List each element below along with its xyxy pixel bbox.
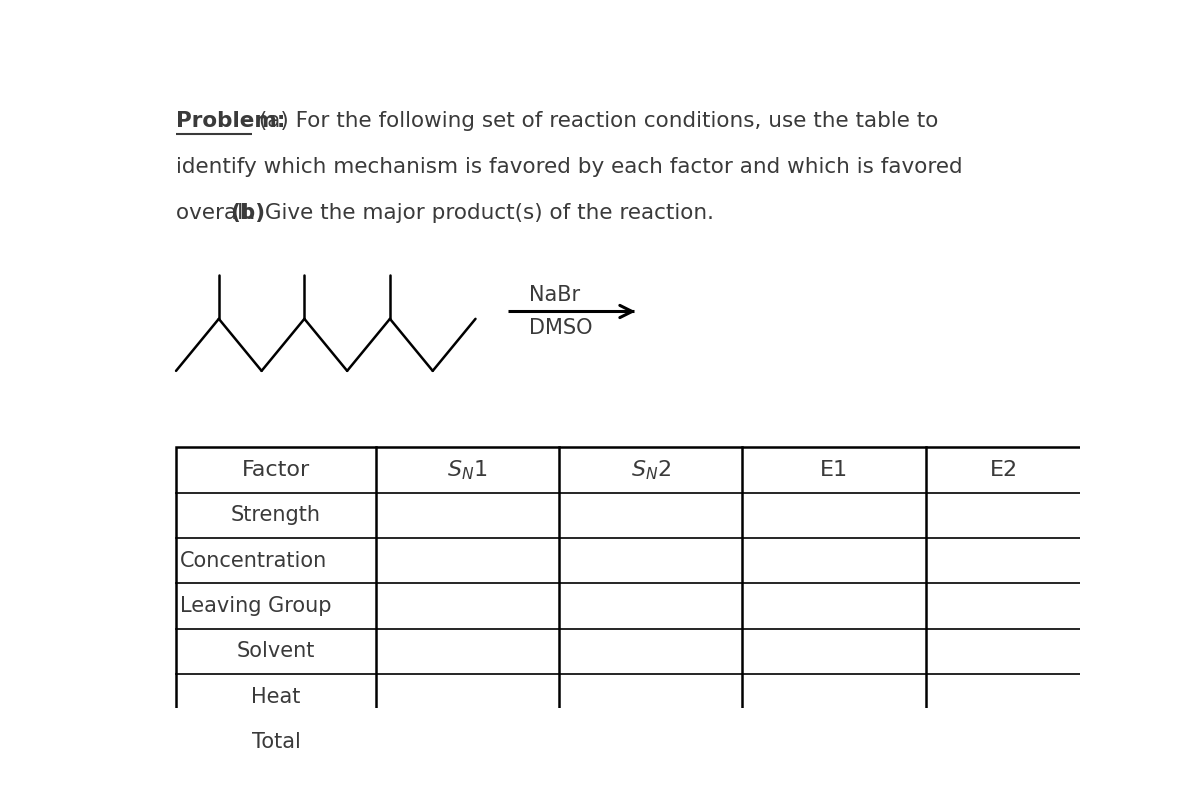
Text: E1: E1 — [820, 460, 848, 480]
Text: DMSO: DMSO — [529, 318, 593, 338]
Text: NaBr: NaBr — [529, 285, 581, 305]
Text: Problem:: Problem: — [176, 111, 286, 130]
Text: Solvent: Solvent — [236, 642, 316, 661]
Text: Strength: Strength — [232, 506, 322, 525]
Text: Concentration: Concentration — [180, 551, 328, 571]
Bar — [176, 448, 1082, 765]
Text: Total: Total — [252, 732, 300, 752]
Text: Factor: Factor — [242, 460, 310, 480]
Text: Leaving Group: Leaving Group — [180, 596, 331, 616]
Text: E2: E2 — [990, 460, 1019, 480]
Text: identify which mechanism is favored by each factor and which is favored: identify which mechanism is favored by e… — [176, 157, 962, 176]
Text: Give the major product(s) of the reaction.: Give the major product(s) of the reactio… — [258, 203, 714, 223]
Text: (b): (b) — [230, 203, 265, 223]
Text: Heat: Heat — [251, 687, 301, 707]
Text: $S_N$2: $S_N$2 — [631, 458, 671, 482]
Text: $S_N$1: $S_N$1 — [448, 458, 488, 482]
Text: (a) For the following set of reaction conditions, use the table to: (a) For the following set of reaction co… — [252, 111, 938, 130]
Text: overall.: overall. — [176, 203, 263, 223]
